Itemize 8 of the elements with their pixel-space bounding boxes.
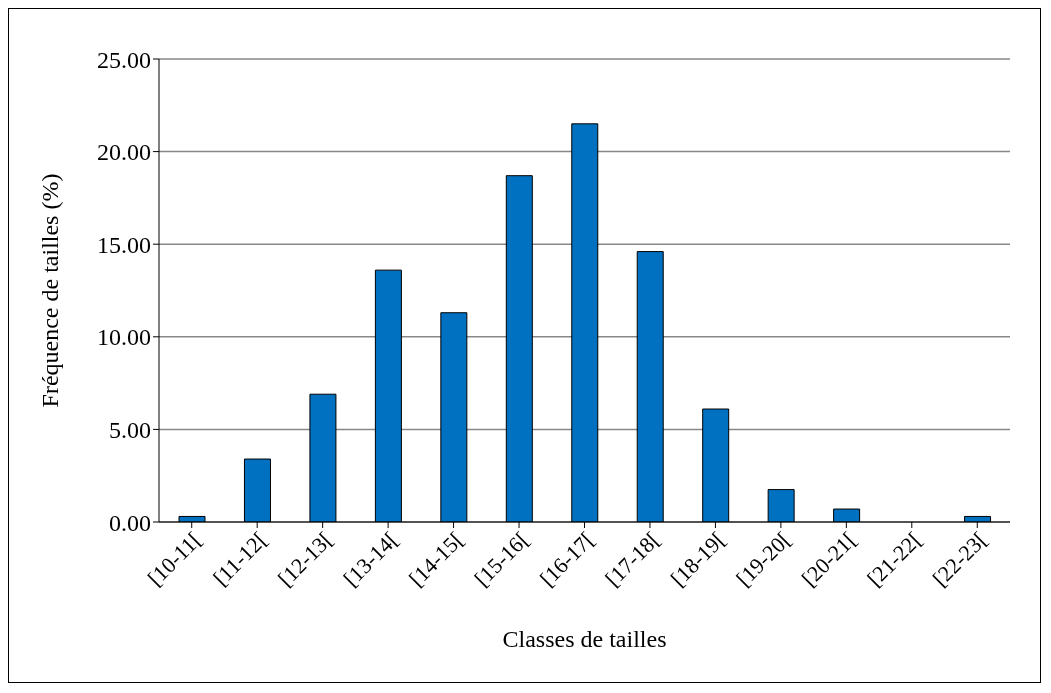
y-tick-label: 0.00	[109, 509, 151, 536]
y-tick-label: 10.00	[97, 324, 151, 351]
x-axis-title: Classes de tailles	[502, 626, 667, 652]
y-axis-title: Fréquence de tailles (%)	[36, 173, 63, 408]
y-tick-label: 20.00	[97, 139, 151, 166]
y-tick-label: 15.00	[97, 231, 151, 258]
y-tick-label: 25.00	[97, 46, 151, 73]
y-tick-label: 5.00	[109, 416, 151, 443]
